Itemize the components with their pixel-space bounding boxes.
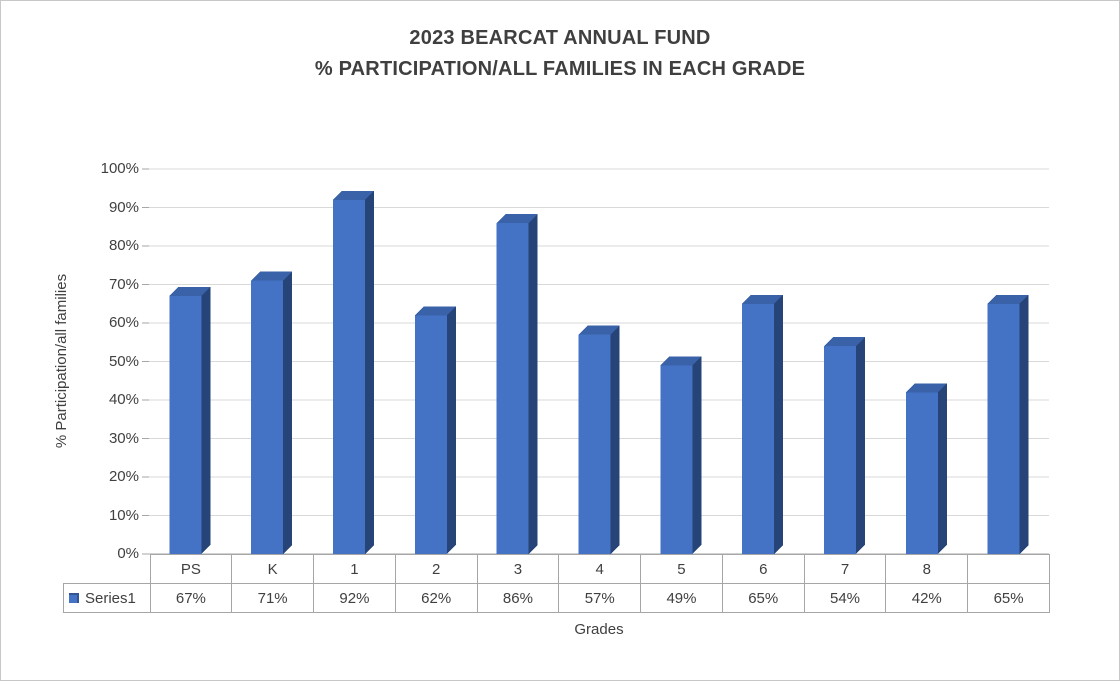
y-tick-label: 30% — [108, 429, 139, 447]
x-category-label: 7 — [803, 554, 887, 584]
y-tick-label: 20% — [108, 468, 139, 485]
series-name: Series1 — [85, 589, 136, 607]
bar-top-face — [660, 356, 702, 366]
bar-side-face — [528, 213, 538, 554]
bar-top-face — [496, 213, 538, 223]
chart-title-line2: % PARTICIPATION/ALL FAMILIES IN EACH GRA… — [314, 58, 806, 80]
bar-7 — [823, 337, 865, 554]
bar-front-face — [823, 346, 856, 554]
x-category-label: 1 — [313, 554, 396, 584]
bar-side-face — [692, 356, 702, 554]
data-table-value: 54% — [803, 583, 887, 613]
bar-front-face — [987, 303, 1020, 554]
bar-top-face — [333, 190, 375, 200]
x-category-label: 2 — [394, 554, 478, 584]
y-tick-label: 100% — [100, 160, 139, 177]
category-row: PS K 1 2 3 4 5 6 7 8 — [64, 554, 1050, 584]
bar-side-face — [774, 294, 784, 554]
chart-title-line1: 2023 BEARCAT ANNUAL FUND — [409, 27, 711, 49]
bar-PS — [169, 287, 211, 554]
bar-2 — [414, 306, 456, 554]
bar-front-face — [742, 303, 775, 554]
bar-front-face — [169, 296, 202, 554]
bar-side-face — [1019, 294, 1029, 554]
chart-title: 2023 BEARCAT ANNUAL FUND % PARTICIPATION… — [1, 23, 1119, 85]
bar-top-face — [251, 271, 293, 281]
data-table-value: 65% — [967, 583, 1050, 613]
bar-6 — [742, 294, 784, 554]
y-tick-label: 10% — [108, 506, 139, 524]
data-table-value: 57% — [558, 583, 642, 613]
bar-front-face — [496, 222, 529, 554]
bar-1 — [333, 190, 375, 555]
data-table-value: 92% — [313, 583, 396, 613]
legend-entry: Series1 — [64, 589, 149, 607]
bar-top-face — [905, 383, 947, 393]
data-table-value: 65% — [721, 583, 805, 613]
data-table-value: 67% — [149, 583, 233, 613]
bar-side-face — [855, 337, 865, 554]
bar-top-face — [987, 294, 1029, 304]
bar-top-face — [742, 294, 784, 304]
bar-5 — [660, 356, 702, 554]
bar-side-face — [937, 383, 947, 554]
data-table-value: 42% — [885, 583, 969, 613]
bar-side-face — [446, 306, 456, 554]
bar-top-face — [169, 287, 211, 297]
series-legend-marker-icon — [69, 593, 79, 603]
bar-side-face — [201, 287, 211, 554]
bar-side-face — [365, 190, 375, 555]
bar-front-face — [333, 199, 366, 555]
y-tick-label: 0% — [117, 545, 139, 562]
data-table-value: 62% — [394, 583, 478, 613]
x-category-label: 6 — [721, 554, 805, 584]
y-tick-label: 40% — [108, 391, 139, 408]
bar-front-face — [660, 365, 693, 554]
bar-front-face — [578, 334, 611, 554]
bar-top-face — [578, 325, 620, 335]
x-category-label: K — [231, 554, 315, 584]
bar-front-face — [414, 315, 447, 554]
data-table-value: 49% — [640, 583, 723, 613]
y-tick-label: 80% — [108, 237, 139, 254]
bar-front-face — [905, 392, 938, 554]
bar-3 — [496, 213, 538, 554]
bar-top-face — [823, 337, 865, 347]
data-table-corner-cell — [64, 555, 151, 584]
bar-blank — [987, 294, 1029, 554]
bar-4 — [578, 325, 620, 554]
y-tick-label: 60% — [108, 314, 139, 331]
bar-top-face — [414, 306, 456, 316]
bar-K — [251, 271, 293, 554]
legend-cell: Series1 — [63, 583, 151, 613]
x-category-label: PS — [149, 554, 233, 584]
y-tick-label: 50% — [108, 352, 139, 370]
data-table-value: 71% — [231, 583, 315, 613]
y-tick-label: 70% — [108, 275, 139, 293]
x-category-label: 3 — [476, 554, 560, 584]
bar-side-face — [610, 325, 620, 554]
series-row: Series1 67% 71% 92% 62% 86% 57% 49% 65% 54% 42% 65… — [63, 583, 1050, 613]
x-category-label: 8 — [885, 554, 969, 584]
x-category-label — [967, 554, 1050, 584]
x-category-label: 4 — [558, 554, 642, 584]
plot-area — [142, 168, 1049, 555]
data-table-value: 86% — [476, 583, 560, 613]
x-category-label: 5 — [640, 554, 723, 584]
x-axis-title: Grades — [574, 621, 624, 638]
y-tick-label: 90% — [108, 198, 139, 216]
bar-8 — [905, 383, 947, 554]
bar-side-face — [283, 271, 293, 554]
bar-front-face — [251, 280, 284, 554]
chart-data-table: PS K 1 2 3 4 5 6 7 8 Series1 67% 71% 92% 62% 86% 57% 49… — [63, 554, 1050, 613]
